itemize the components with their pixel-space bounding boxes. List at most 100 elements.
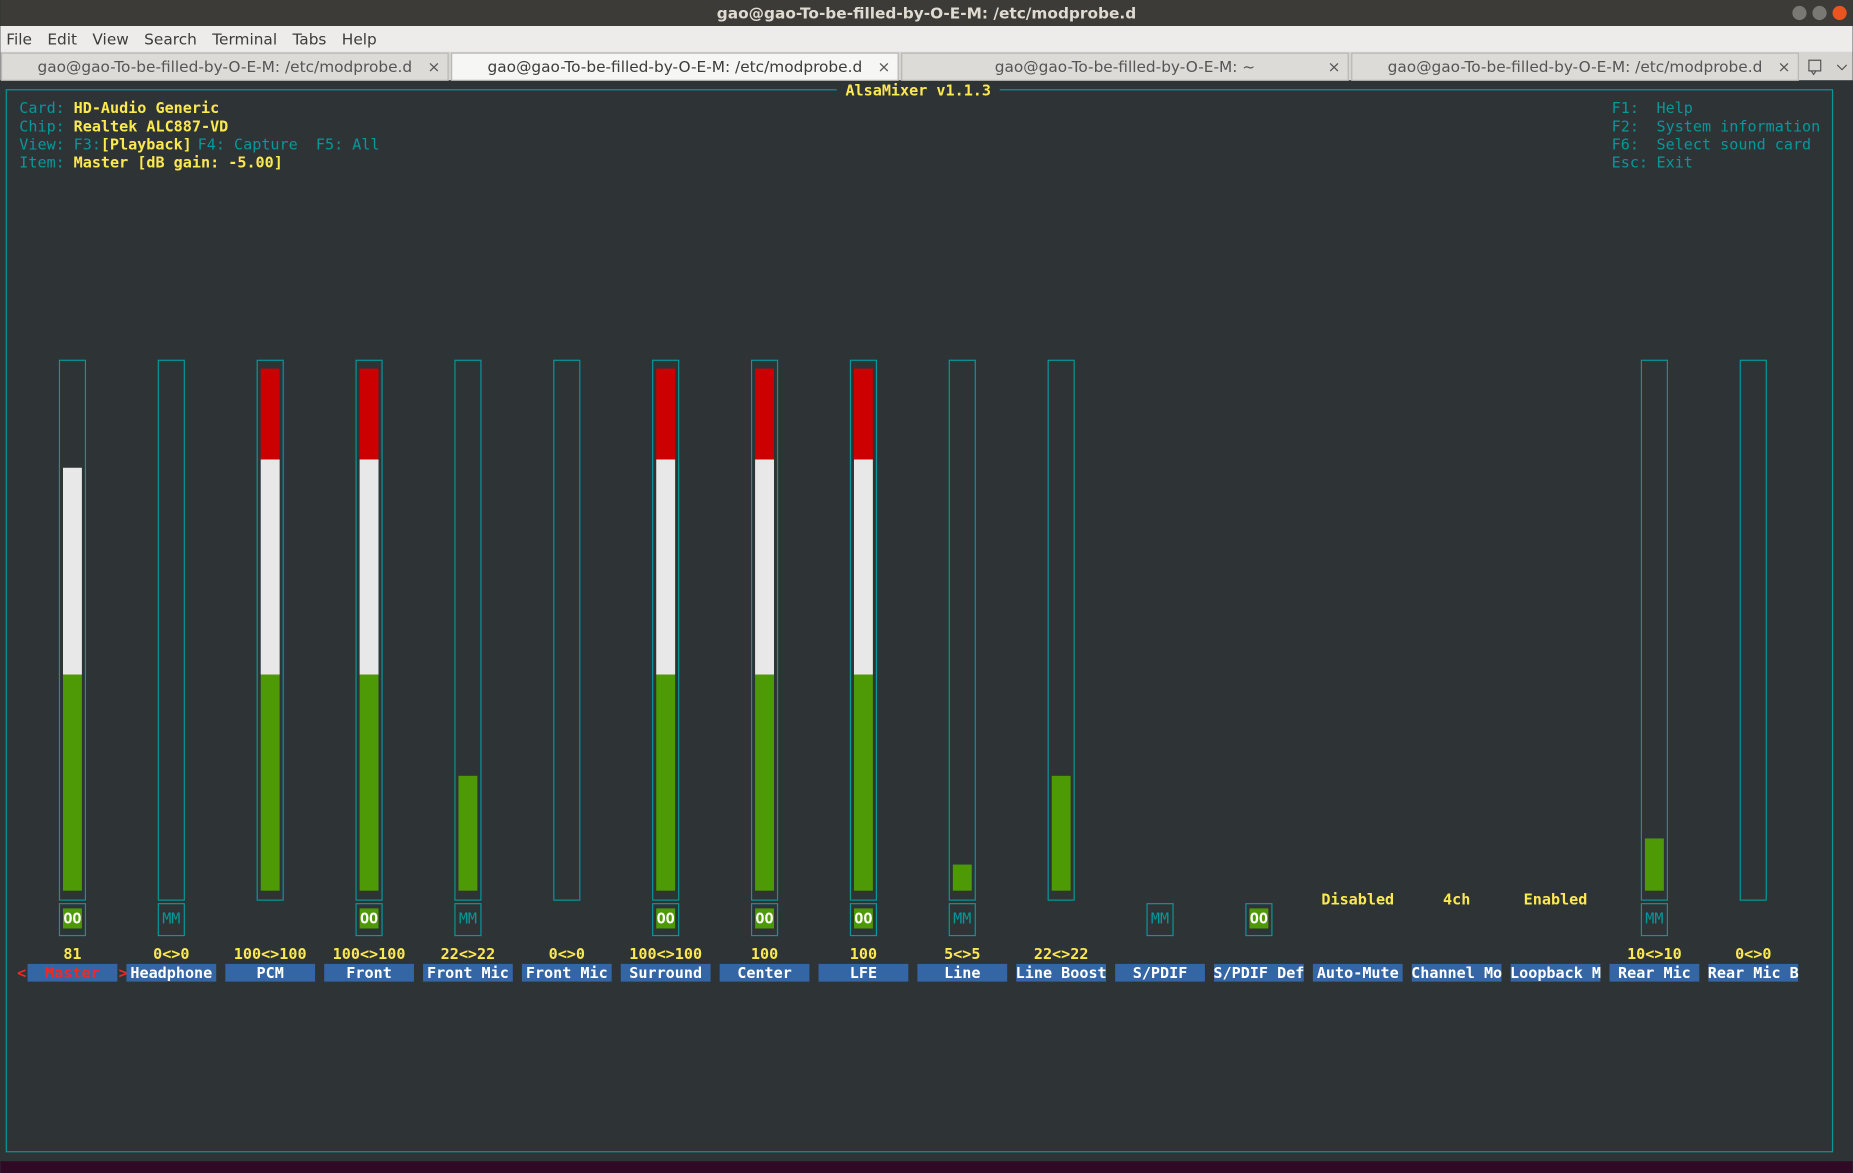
volume-value: 0<>0	[549, 945, 585, 963]
info-label: View:	[19, 135, 64, 153]
control-name[interactable]: Headphone	[130, 964, 212, 982]
control-name[interactable]: Loopback M	[1510, 964, 1601, 982]
switch-state[interactable]: MM	[162, 910, 180, 928]
tab-close[interactable]: ×	[1778, 58, 1791, 76]
volume-bar	[755, 674, 774, 891]
volume-bar	[359, 368, 379, 460]
enum-value[interactable]: Disabled	[1321, 891, 1394, 909]
switch-state[interactable]: MM	[1151, 910, 1169, 928]
switch-state[interactable]: MM	[1645, 910, 1663, 928]
control-name[interactable]: Front	[346, 964, 391, 982]
minimize-button[interactable]	[1792, 5, 1807, 21]
tab-title: gao@gao-To-be-filled-by-O-E-M: ~	[995, 58, 1255, 76]
volume-bar	[62, 674, 82, 891]
volume-value: 10<>10	[1627, 945, 1682, 963]
volume-bar	[656, 674, 676, 891]
help-text: System information	[1657, 117, 1821, 135]
control-name[interactable]: Rear Mic	[1618, 964, 1691, 982]
menu-item[interactable]: Terminal	[211, 31, 277, 49]
switch-state[interactable]: OO	[1250, 910, 1268, 928]
switch-state[interactable]: OO	[360, 910, 378, 928]
switch-state[interactable]: MM	[459, 910, 477, 928]
enum-value[interactable]: Enabled	[1524, 891, 1588, 909]
control-name[interactable]: PCM	[257, 964, 284, 982]
control-name[interactable]: Center	[737, 964, 792, 982]
info-part: F3:	[74, 135, 101, 153]
tab-close[interactable]: ×	[1328, 58, 1341, 76]
menu-item[interactable]: View	[92, 31, 128, 49]
volume-bar	[656, 459, 676, 675]
tab[interactable]	[901, 52, 1349, 81]
control-name-bg	[620, 963, 711, 982]
switch-on	[1249, 908, 1269, 929]
volume-bar	[853, 674, 873, 891]
enum-value[interactable]: 4ch	[1443, 891, 1470, 909]
control-name[interactable]: Front Mic	[427, 964, 509, 982]
menu-item[interactable]: Help	[342, 31, 377, 49]
control-name-bg	[818, 963, 909, 982]
tab[interactable]	[451, 52, 899, 81]
switch-on	[755, 908, 774, 929]
control-name[interactable]: S/PDIF	[1133, 964, 1188, 982]
control-name[interactable]: Auto-Mute	[1317, 964, 1399, 982]
close-button[interactable]	[1832, 5, 1847, 21]
volume-frame	[58, 359, 87, 901]
control-name[interactable]: Line	[944, 964, 980, 982]
switch-state[interactable]: OO	[63, 910, 81, 928]
control-name-bg	[719, 963, 810, 982]
switch-frame	[652, 903, 680, 937]
switch-state[interactable]: OO	[854, 910, 872, 928]
volume-value: 22<>22	[1034, 945, 1089, 963]
switch-state[interactable]: OO	[755, 910, 773, 928]
menu-item[interactable]: File	[6, 31, 32, 49]
control-name[interactable]: Channel Mo	[1411, 964, 1502, 982]
volume-frame	[948, 359, 976, 901]
volume-bar	[359, 674, 379, 891]
control-name-bg	[1312, 963, 1403, 982]
volume-bar	[359, 459, 379, 675]
volume-value: 100<>100	[333, 945, 406, 963]
volume-frame	[1739, 359, 1767, 901]
control-name[interactable]: Front Mic	[526, 964, 608, 982]
control-name[interactable]: LFE	[850, 964, 877, 982]
control-name[interactable]: Line Boost	[1016, 964, 1107, 982]
control-name[interactable]: Rear Mic B	[1708, 964, 1799, 982]
switch-state[interactable]: MM	[953, 910, 971, 928]
volume-bar	[260, 459, 280, 675]
tab-close[interactable]: ×	[878, 58, 891, 76]
menu-item[interactable]: Search	[144, 31, 197, 49]
volume-frame	[256, 359, 284, 901]
menu-bar	[0, 25, 1853, 52]
control-name[interactable]: Surround	[629, 964, 702, 982]
help-key: F2:	[1612, 117, 1639, 135]
volume-bar	[755, 459, 774, 675]
switch-state[interactable]: OO	[657, 910, 675, 928]
content: File Edit View Search Terminal Tabs Help gao@ga…	[0, 31, 1821, 982]
tab-menu-button[interactable]	[1836, 64, 1848, 71]
tab-title: gao@gao-To-be-filled-by-O-E-M: /etc/modp…	[1388, 58, 1763, 76]
help-text: Help	[1657, 99, 1693, 117]
switch-frame	[1640, 903, 1668, 937]
tab-close[interactable]: ×	[427, 58, 440, 76]
switch-frame	[454, 903, 482, 937]
volume-bar	[656, 368, 676, 460]
help-key: F1:	[1612, 99, 1639, 117]
tab[interactable]	[0, 52, 449, 81]
volume-value: 100<>100	[629, 945, 702, 963]
help-key: F6:	[1612, 135, 1639, 153]
tab[interactable]	[1351, 52, 1799, 81]
volume-frame	[750, 359, 779, 901]
control-name[interactable]: S/PDIF Def	[1213, 964, 1304, 982]
cursor-left: <	[17, 964, 26, 982]
maximize-button[interactable]	[1812, 5, 1827, 21]
volume-bar	[62, 467, 82, 675]
volume-frame	[652, 359, 680, 901]
menu-item[interactable]: Tabs	[291, 31, 326, 49]
new-tab-button[interactable]	[1808, 59, 1822, 76]
control-name[interactable]: Master	[45, 964, 100, 982]
volume-value: 100<>100	[234, 945, 307, 963]
title-gap	[836, 82, 1000, 100]
menu-item[interactable]: Edit	[47, 31, 77, 49]
volume-bar	[458, 775, 478, 891]
